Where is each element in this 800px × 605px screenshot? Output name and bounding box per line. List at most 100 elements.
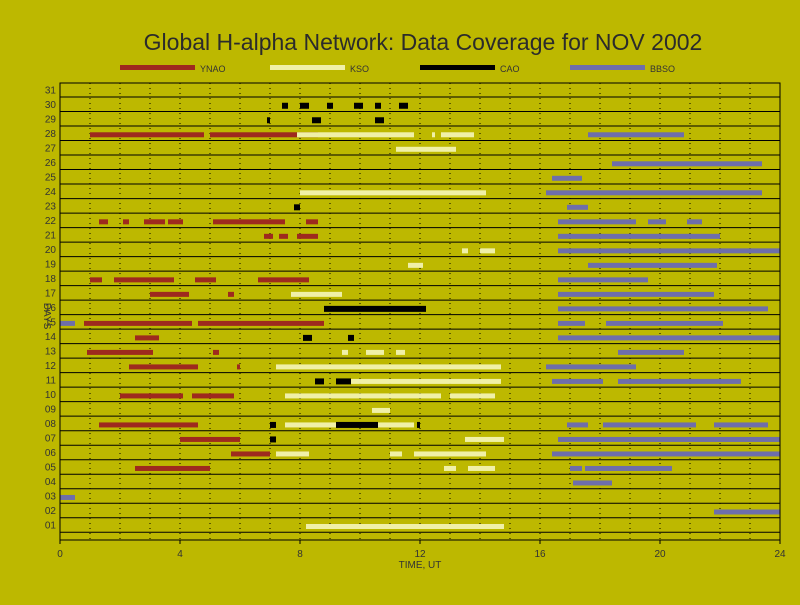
coverage-bar [588,132,684,138]
x-tick-label: 8 [297,549,303,560]
y-tick-label: 12 [45,361,57,372]
coverage-bar [588,262,717,268]
x-tick-label: 16 [534,549,546,560]
y-tick-label: 15 [45,317,57,328]
y-tick-label: 08 [45,419,57,430]
coverage-bar [90,132,204,138]
coverage-bar [336,378,351,385]
coverage-bar [354,102,363,109]
y-tick-label: 03 [45,491,57,502]
y-tick-label: 05 [45,462,57,473]
y-tick-label: 01 [45,520,57,531]
coverage-bar [324,305,426,312]
coverage-bar [120,393,183,399]
y-tick-label: 11 [46,375,57,386]
coverage-bar [285,422,351,428]
coverage-bar [294,204,300,211]
coverage-bar [396,349,405,355]
coverage-bar [276,364,501,370]
series-kso [276,132,504,529]
coverage-bar [282,102,288,109]
coverage-bar [573,480,612,486]
y-tick-label: 30 [45,100,57,111]
coverage-bar [123,219,129,225]
coverage-bar [135,335,159,341]
y-axis-label: DAYS [41,303,52,330]
coverage-bar [180,436,240,442]
coverage-bar [276,451,309,457]
coverage-bar [297,132,414,138]
legend-label: KSO [350,64,369,74]
x-tick-label: 12 [414,549,426,560]
coverage-bar [558,277,648,283]
coverage-bar [312,117,321,124]
grid-lines [60,83,780,540]
y-tick-label: 09 [45,404,57,415]
coverage-bar [618,349,684,355]
coverage-bar [558,335,780,341]
coverage-bar [279,233,288,239]
x-tick-label: 20 [654,549,666,560]
coverage-bar [99,422,198,428]
coverage-bar [150,291,189,297]
coverage-bar [558,306,768,312]
coverage-bar [462,248,468,254]
coverage-bar [210,132,213,138]
coverage-bar [306,523,504,529]
coverage-bar [546,364,636,370]
coverage-bar [558,436,780,442]
coverage-bar [366,349,384,355]
y-tick-label: 13 [45,346,57,357]
coverage-bar [480,248,495,254]
y-tick-label: 07 [45,433,57,444]
coverage-bar [552,175,582,181]
coverage-bar [552,378,603,384]
coverage-bar [114,277,174,283]
coverage-bar [342,378,501,384]
coverage-bar [546,190,762,196]
coverage-bar [414,451,486,457]
y-tick-label: 16 [45,303,57,314]
coverage-bar [213,349,219,355]
x-tick-label: 0 [57,549,63,560]
coverage-bar [567,422,588,428]
coverage-bar [450,393,495,399]
chart-title: Global H-alpha Network: Data Coverage fo… [144,29,703,55]
y-tick-label: 28 [45,129,57,140]
coverage-bar [570,465,582,471]
coverage-bar [99,219,108,225]
coverage-bar [231,451,270,457]
y-tick-label: 19 [45,259,57,270]
coverage-bar [315,378,324,385]
coverage-bar [129,364,198,370]
coverage-bar [192,393,234,399]
coverage-bar [465,436,504,442]
legend-swatch [570,65,645,70]
y-tick-label: 29 [45,114,57,125]
coverage-bar [87,349,153,355]
coverage-bar [228,291,234,297]
series-ynao [84,132,324,471]
coverage-bar [297,233,318,239]
coverage-bar [558,291,714,297]
axis-ticks: 0102030405060708091011121314151617181920… [45,85,786,560]
y-tick-label: 22 [45,216,57,227]
coverage-bar [375,117,384,124]
y-tick-label: 10 [45,390,57,401]
coverage-bar [432,132,435,138]
y-tick-label: 26 [45,158,57,169]
coverage-bar [648,219,666,225]
coverage-marks [60,102,780,529]
y-tick-label: 17 [45,288,57,299]
coverage-bar [441,132,474,138]
y-tick-label: 06 [45,448,57,459]
y-tick-label: 25 [45,172,57,183]
coverage-bar [300,190,486,196]
y-tick-label: 18 [45,274,57,285]
coverage-bar [285,393,441,399]
coverage-bar [714,509,780,515]
coverage-bar [60,494,75,500]
coverage-bar [567,204,588,210]
y-tick-label: 02 [45,506,57,517]
coverage-bar [558,248,780,254]
